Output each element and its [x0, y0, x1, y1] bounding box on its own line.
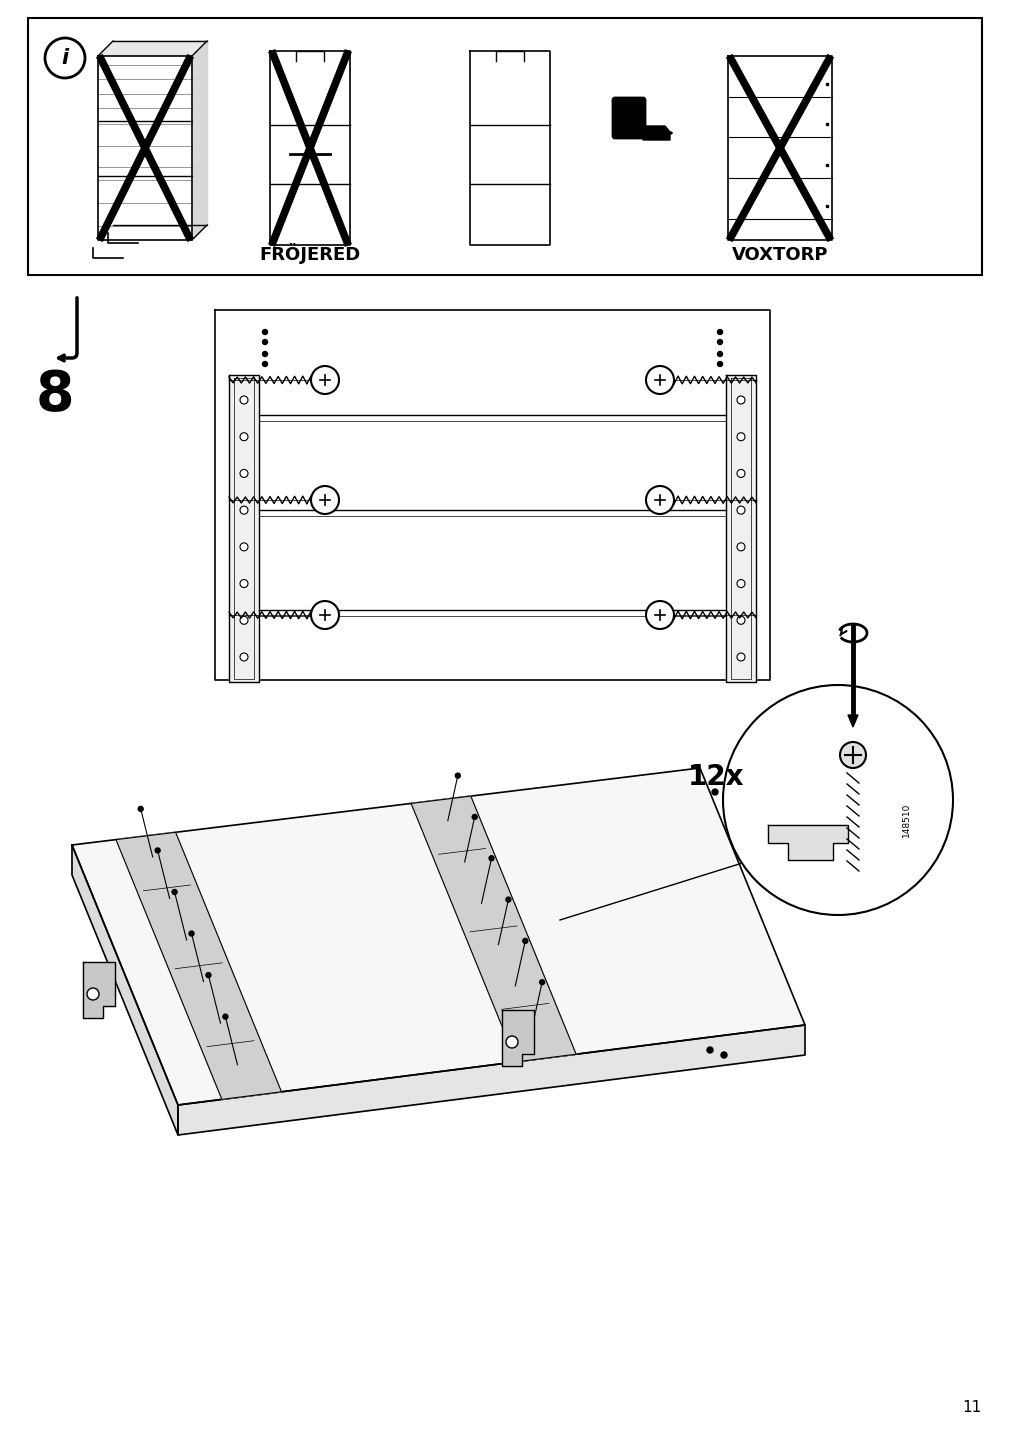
Circle shape [310, 601, 339, 629]
Polygon shape [214, 309, 769, 680]
Polygon shape [98, 56, 192, 241]
Circle shape [240, 397, 248, 404]
Polygon shape [178, 1025, 804, 1136]
Polygon shape [72, 845, 178, 1136]
Polygon shape [725, 375, 755, 682]
Polygon shape [767, 825, 847, 861]
Circle shape [717, 339, 722, 345]
Polygon shape [727, 56, 831, 241]
Circle shape [736, 397, 744, 404]
Polygon shape [83, 962, 115, 1018]
Circle shape [539, 979, 544, 985]
Bar [28, 19, 981, 275]
Circle shape [172, 889, 177, 895]
Circle shape [240, 616, 248, 624]
FancyBboxPatch shape [613, 97, 644, 137]
Circle shape [736, 543, 744, 551]
Circle shape [712, 789, 717, 795]
Polygon shape [192, 42, 207, 241]
Circle shape [189, 931, 194, 937]
Circle shape [222, 1014, 227, 1020]
Circle shape [240, 543, 248, 551]
Text: FRÖJERED: FRÖJERED [259, 243, 360, 263]
Text: VOXTORP: VOXTORP [731, 246, 827, 263]
Circle shape [262, 361, 267, 367]
Circle shape [240, 505, 248, 514]
Circle shape [155, 848, 160, 853]
Circle shape [240, 470, 248, 477]
Circle shape [736, 616, 744, 624]
Circle shape [206, 972, 210, 978]
Polygon shape [847, 715, 857, 727]
Circle shape [488, 856, 493, 861]
Circle shape [523, 938, 528, 944]
Text: 8: 8 [35, 368, 74, 422]
Circle shape [707, 1047, 713, 1053]
Polygon shape [228, 375, 259, 682]
Polygon shape [116, 832, 281, 1100]
Circle shape [736, 580, 744, 587]
Circle shape [472, 815, 477, 819]
Circle shape [736, 432, 744, 441]
Circle shape [722, 684, 952, 915]
Text: 11: 11 [961, 1400, 981, 1415]
Circle shape [262, 351, 267, 357]
Circle shape [724, 786, 730, 792]
Circle shape [310, 367, 339, 394]
Polygon shape [113, 42, 207, 225]
Circle shape [240, 653, 248, 662]
Circle shape [736, 470, 744, 477]
Polygon shape [642, 126, 669, 140]
Circle shape [720, 1053, 726, 1058]
Circle shape [645, 485, 673, 514]
Circle shape [262, 339, 267, 345]
Circle shape [87, 988, 99, 1000]
Circle shape [44, 39, 85, 77]
Text: 148510: 148510 [901, 803, 910, 838]
Circle shape [310, 485, 339, 514]
Polygon shape [72, 768, 804, 1106]
Circle shape [645, 601, 673, 629]
Circle shape [645, 367, 673, 394]
Polygon shape [410, 796, 575, 1061]
Polygon shape [270, 52, 350, 245]
Circle shape [240, 580, 248, 587]
Circle shape [506, 1035, 518, 1048]
Circle shape [455, 773, 460, 778]
Circle shape [736, 653, 744, 662]
Circle shape [839, 742, 865, 768]
Circle shape [736, 505, 744, 514]
Circle shape [717, 361, 722, 367]
Text: 12x: 12x [687, 763, 744, 790]
Circle shape [139, 806, 143, 812]
Polygon shape [98, 42, 207, 56]
Polygon shape [501, 1010, 534, 1065]
Text: i: i [62, 49, 69, 67]
Circle shape [506, 896, 511, 902]
Polygon shape [469, 52, 549, 245]
Circle shape [717, 329, 722, 335]
Circle shape [717, 351, 722, 357]
Circle shape [240, 432, 248, 441]
Circle shape [262, 329, 267, 335]
